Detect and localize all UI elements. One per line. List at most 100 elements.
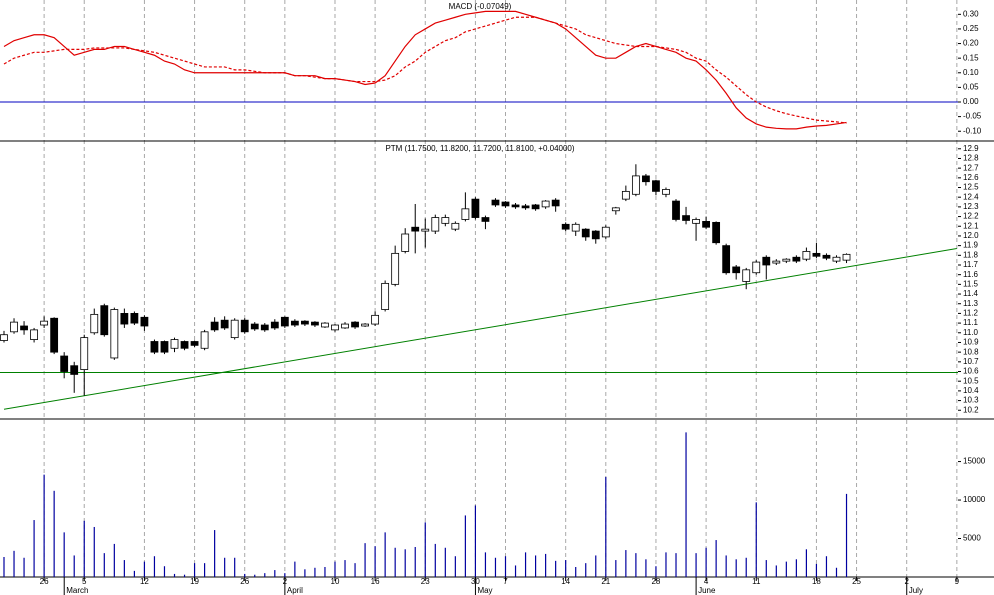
y-tick-label: 12.6 xyxy=(963,173,979,182)
y-tick-label: 11.1 xyxy=(963,318,979,327)
candle-body xyxy=(461,208,470,220)
x-tick-label: 16 xyxy=(371,577,380,586)
candle-body xyxy=(0,334,8,341)
candle-body xyxy=(300,320,309,325)
panel-title: MACD (-0.07049) xyxy=(449,2,512,11)
candle-body xyxy=(521,205,530,209)
candle-body xyxy=(571,223,580,232)
candle-body xyxy=(712,221,721,244)
y-tick-label: 10.4 xyxy=(963,386,979,395)
x-tick-label: 12 xyxy=(140,577,149,586)
month-label: July xyxy=(909,586,923,595)
x-tick-label: 9 xyxy=(955,577,960,586)
candle-body xyxy=(742,269,751,282)
candle-body xyxy=(150,341,159,353)
trend-line xyxy=(3,248,957,410)
x-tick-label: 26 xyxy=(240,577,249,586)
y-tick-label: 10.2 xyxy=(963,405,979,414)
candle-body xyxy=(832,256,841,262)
candle-body xyxy=(421,228,430,232)
y-tick-label: -0.05 xyxy=(963,112,982,121)
x-tick-label: 28 xyxy=(651,577,660,586)
y-tick-label: 12.7 xyxy=(963,163,979,172)
month-label: June xyxy=(698,586,716,595)
x-tick-label: 5 xyxy=(82,577,87,586)
candle-body xyxy=(230,319,239,339)
month-label: April xyxy=(287,586,303,595)
candle-body xyxy=(732,266,741,274)
candle-body xyxy=(682,215,690,221)
candle-body xyxy=(782,258,791,262)
candle-body xyxy=(621,190,630,200)
candle-body xyxy=(90,313,99,334)
candle-body xyxy=(812,252,821,257)
x-tick-label: 23 xyxy=(421,577,430,586)
x-tick-label: 25 xyxy=(852,577,861,586)
candle-body xyxy=(331,324,339,331)
x-tick-label: 19 xyxy=(190,577,199,586)
y-tick-label: 11.7 xyxy=(963,260,979,269)
candle-body xyxy=(10,321,18,333)
y-tick-label: 12.2 xyxy=(963,212,979,221)
candle-body xyxy=(270,321,279,329)
candle-body xyxy=(631,175,640,195)
candle-body xyxy=(652,180,660,192)
candle-body xyxy=(601,226,610,238)
candle-body xyxy=(662,189,670,195)
y-tick-label: 0.25 xyxy=(963,24,979,33)
candle-body xyxy=(391,252,400,285)
candle-body xyxy=(481,217,490,222)
candle-body xyxy=(722,245,731,274)
candle-body xyxy=(441,217,450,224)
candle-body xyxy=(290,320,299,326)
candle-body xyxy=(381,282,390,310)
y-tick-label: 11.2 xyxy=(963,309,979,318)
y-tick-label: 12.4 xyxy=(963,192,979,201)
candle-body xyxy=(30,329,38,340)
candle-body xyxy=(531,204,540,210)
y-tick-label: 10.8 xyxy=(963,347,979,356)
y-tick-label: 10.9 xyxy=(963,338,979,347)
candle-body xyxy=(672,200,680,220)
candle-body xyxy=(611,207,620,212)
y-tick-label: 12.3 xyxy=(963,202,979,211)
candle-body xyxy=(200,331,209,349)
candle-body xyxy=(110,309,119,359)
candle-body xyxy=(822,254,831,259)
candle-body xyxy=(501,201,510,207)
candle-body xyxy=(50,317,59,353)
candle-body xyxy=(120,313,129,325)
candle-body xyxy=(100,305,109,336)
macd-line xyxy=(3,10,847,130)
candle-body xyxy=(361,323,369,327)
candle-body xyxy=(371,314,380,325)
candle-body xyxy=(40,320,49,326)
y-tick-label: 10.7 xyxy=(963,357,979,366)
y-tick-label: 12.5 xyxy=(963,183,979,192)
candle-body xyxy=(250,323,259,330)
candle-body xyxy=(511,204,520,208)
candle-body xyxy=(80,337,89,370)
candle-body xyxy=(260,324,269,331)
x-tick-label: 21 xyxy=(601,577,610,586)
candle-body xyxy=(180,341,189,349)
candle-body xyxy=(491,199,500,206)
y-tick-label: 0.05 xyxy=(963,82,979,91)
macd-line xyxy=(3,16,847,124)
y-tick-label: 11.9 xyxy=(963,241,979,250)
x-tick-label: 7 xyxy=(503,577,508,586)
candle-body xyxy=(220,319,229,329)
y-tick-label: 11.0 xyxy=(963,328,979,337)
y-tick-label: 0.10 xyxy=(963,68,979,77)
candle-body xyxy=(160,341,169,353)
candle-body xyxy=(240,319,249,333)
candle-body xyxy=(752,261,761,274)
y-tick-label: 12.8 xyxy=(963,154,979,163)
candle-body xyxy=(581,228,590,238)
candle-body xyxy=(431,217,440,232)
candle-body xyxy=(70,365,79,375)
candle-body xyxy=(802,251,811,260)
y-tick-label: 11.5 xyxy=(963,279,979,288)
